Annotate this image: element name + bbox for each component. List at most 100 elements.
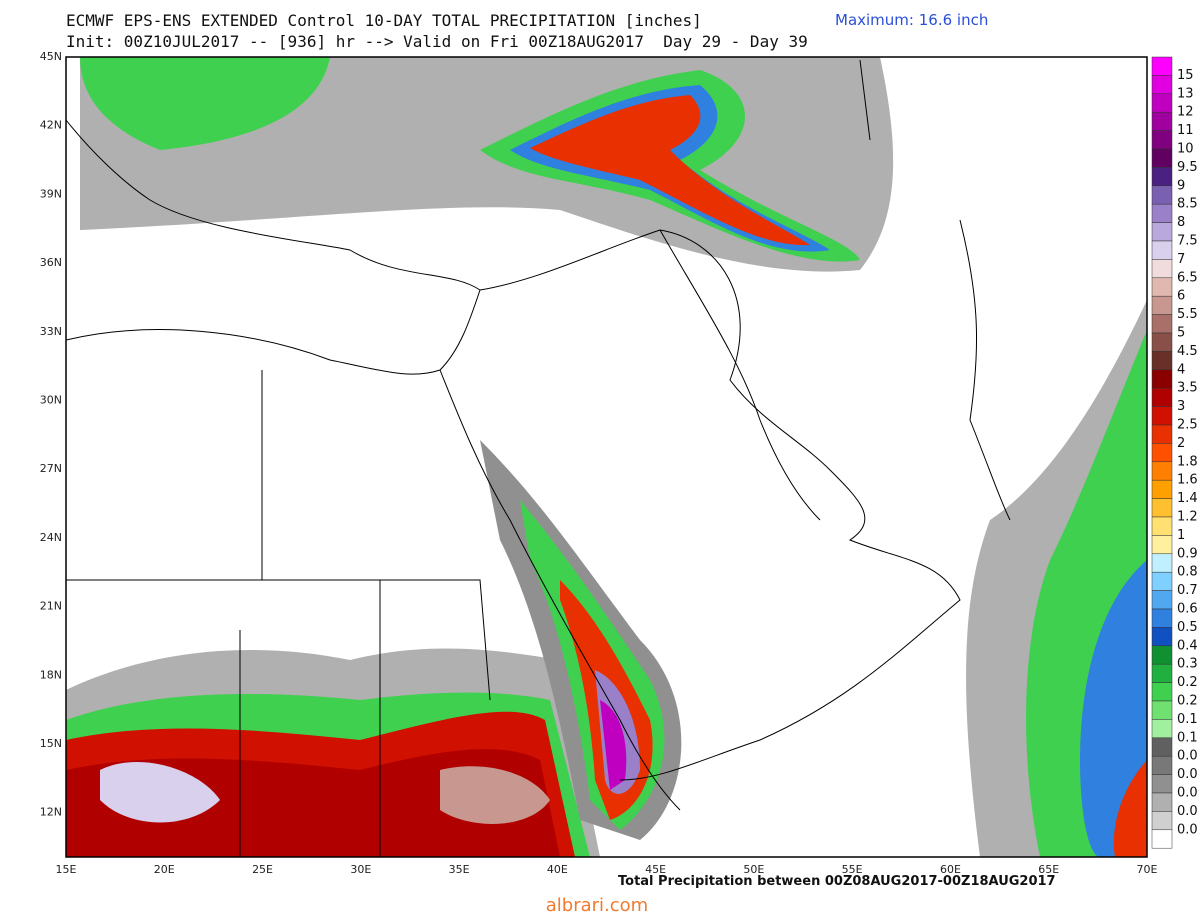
lon-label: 40E [547,863,568,876]
colorbar-swatch [1151,222,1173,242]
colorbar-swatch [1151,332,1173,352]
colorbar-label: 5 [1177,326,1185,341]
colorbar-swatch [1151,314,1173,334]
maximum: Maximum: 16.6 inch [835,11,988,29]
colorbar-swatch [1151,737,1173,757]
colorbar-label: 9 [1177,178,1185,193]
lon-label: 25E [252,863,273,876]
colorbar-swatch [1151,535,1173,555]
subtitle: Init: 00Z10JUL2017 -- [936] hr --> Valid… [66,32,808,51]
colorbar-label: 0.1 [1177,712,1198,727]
colorbar-swatch [1151,571,1173,591]
lon-label: 55E [842,863,863,876]
colorbar-label: 0.8 [1177,565,1198,580]
colorbar-label: 1.2 [1177,510,1198,525]
lat-label: 27N [40,462,62,475]
colorbar-label: 6 [1177,289,1185,304]
colorbar-swatch [1151,811,1173,831]
colorbar-label: 15 [1177,68,1194,83]
colorbar-swatch [1151,479,1173,499]
colorbar-label: 1.4 [1177,491,1198,506]
colorbar-swatch [1151,627,1173,647]
title: ECMWF EPS-ENS EXTENDED Control 10-DAY TO… [66,11,702,30]
colorbar-swatch [1151,167,1173,187]
map-area [66,57,1147,857]
colorbar-label: 2.5 [1177,418,1198,433]
colorbar-label: 5.5 [1177,307,1198,322]
colorbar-swatch [1151,792,1173,812]
colorbar-swatch [1151,700,1173,720]
lat-label: 33N [40,325,62,338]
colorbar-swatch [1151,203,1173,223]
colorbar-label: 1 [1177,528,1185,543]
lon-label: 15E [56,863,77,876]
colorbar-label: 9.5 [1177,160,1198,175]
colorbar-label: 0.7 [1177,583,1198,598]
lon-label: 20E [154,863,175,876]
colorbar-label: 2 [1177,436,1185,451]
colorbar-label: 0.1 [1177,730,1198,745]
lon-label: 30E [350,863,371,876]
colorbar-swatch [1151,185,1173,205]
watermark: albrari.com [546,895,648,914]
colorbar-swatch [1151,369,1173,389]
colorbar-label: 0.6 [1177,602,1198,617]
lon-label: 70E [1136,863,1157,876]
lat-label: 21N [40,600,62,613]
colorbar-label: 1.8 [1177,454,1198,469]
colorbar-swatch [1151,93,1173,113]
colorbar-label: 0.0 [1177,804,1198,819]
colorbar-label: 4.5 [1177,344,1198,359]
colorbar-label: 3 [1177,399,1185,414]
colorbar-label: 1.6 [1177,473,1198,488]
colorbar-label: 0.0 [1177,822,1198,837]
colorbar-swatch [1151,608,1173,628]
colorbar-swatch [1151,259,1173,279]
colorbar-swatch [1151,240,1173,260]
colorbar-label: 6.5 [1177,270,1198,285]
colorbar-swatch [1151,387,1173,407]
colorbar-swatch [1151,461,1173,481]
colorbar-swatch [1151,553,1173,573]
footer: Total Precipitation between 00Z08AUG2017… [618,874,1056,889]
colorbar-swatch [1151,774,1173,794]
lon-label: 60E [940,863,961,876]
lat-label: 39N [40,187,62,200]
colorbar-swatch [1151,645,1173,665]
colorbar-swatch [1151,498,1173,518]
colorbar-swatch [1151,75,1173,95]
lat-label: 45N [40,50,62,63]
lat-label: 36N [40,256,62,269]
lat-label: 30N [40,394,62,407]
colorbar-swatch [1151,829,1173,849]
colorbar-swatch [1151,424,1173,444]
lat-label: 42N [40,119,62,132]
colorbar-label: 0.5 [1177,620,1198,635]
colorbar-label: 7.5 [1177,234,1198,249]
colorbar-swatch [1151,755,1173,775]
lat-label: 15N [40,737,62,750]
colorbar-swatch [1151,111,1173,131]
colorbar-swatch [1151,719,1173,739]
colorbar-label: 0.2 [1177,675,1198,690]
colorbar-label: 0.0 [1177,749,1198,764]
colorbar-label: 3.5 [1177,381,1198,396]
colorbar-label: 8 [1177,215,1185,230]
colorbar-swatch [1151,130,1173,150]
colorbar-swatch [1151,295,1173,315]
colorbar-label: 0.0 [1177,786,1198,801]
colorbar-label: 4 [1177,362,1185,377]
colorbar-swatch [1151,56,1173,76]
colorbar-swatch [1151,682,1173,702]
map-frame [65,56,1148,858]
colorbar-label: 0.9 [1177,546,1198,561]
colorbar-swatch [1151,590,1173,610]
colorbar-swatch [1151,443,1173,463]
colorbar-label: 10 [1177,142,1194,157]
colorbar-label: 0.0 [1177,767,1198,782]
colorbar-swatch [1151,148,1173,168]
colorbar-swatch [1151,516,1173,536]
lon-label: 65E [1038,863,1059,876]
